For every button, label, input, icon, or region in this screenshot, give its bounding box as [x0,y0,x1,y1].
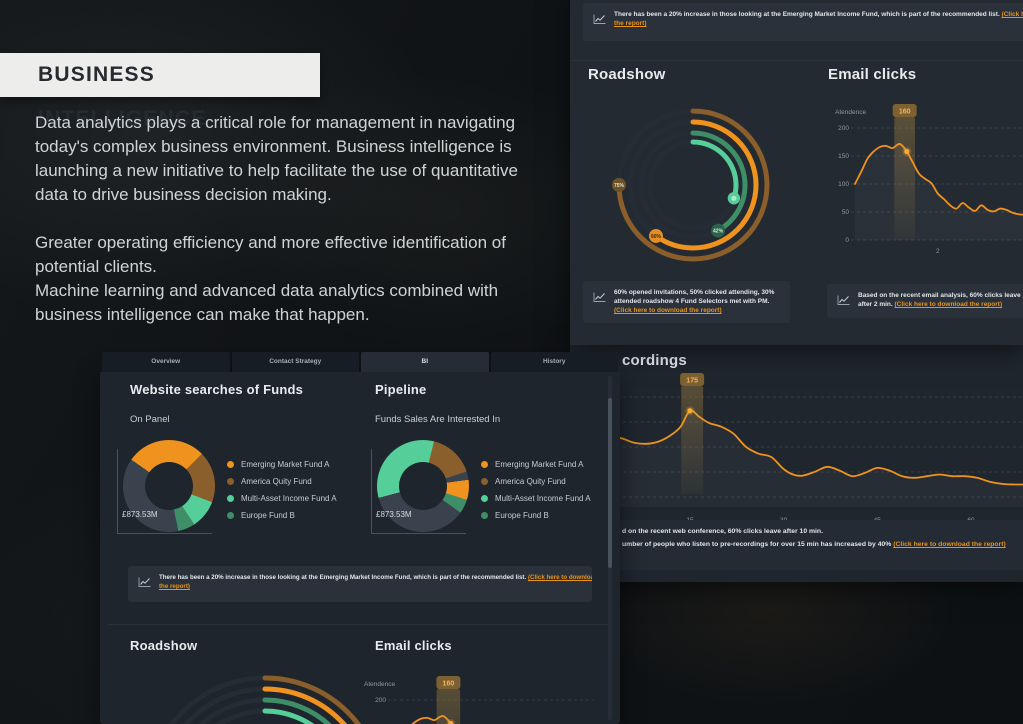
chart-icon [138,573,151,593]
website-donut-chart[interactable] [123,440,215,532]
svg-text:160: 160 [443,681,455,688]
bi-dashboard-panel: Overview Contact Strategy BI History Web… [100,352,620,724]
email-clicks-title: Email clicks [828,66,917,83]
svg-text:200: 200 [838,125,849,132]
bracket [117,449,212,534]
website-amount-label: £873.53M [122,510,158,519]
recordings-line-chart[interactable]: 17515304560 [575,372,1023,540]
legend-item[interactable]: Europe Fund B [227,507,337,524]
roadshow-note: 60% opened invitations, 50% clicked atte… [583,281,790,323]
svg-text:42%: 42% [713,228,724,234]
svg-text:150: 150 [838,153,849,160]
note-text: Based on the recent email analysis, 60% … [858,292,1021,299]
svg-text:60%: 60% [651,234,662,240]
roadshow-ring-chart-2[interactable]: 75%60%42% [105,635,425,724]
legend-dot [481,512,488,519]
tab-bi[interactable]: BI [361,352,489,372]
roadshow-ring-chart[interactable]: 75% 60% 42% [593,85,793,285]
tab-bar: Overview Contact Strategy BI History [102,352,618,372]
legend-dot [227,478,234,485]
note-text: There has been a 20% increase in those l… [614,11,1002,18]
legend-dot [227,512,234,519]
website-searches-subtitle: On Panel [130,414,170,425]
donut-hole [399,462,447,510]
svg-text:160: 160 [899,109,911,116]
legend-item[interactable]: Europe Fund B [481,507,591,524]
legend-item[interactable]: Emerging Market Fund A [227,456,337,473]
section-title: BUSINESS INTELLIGENCE [38,63,207,130]
legend-item[interactable]: Multi-Asset Income Fund A [227,490,337,507]
download-report-link[interactable]: (Click here to download the report) [894,301,1003,309]
recordings-note-line-2: umber of people who listen to pre-record… [622,541,1006,548]
intro-paragraph-2: Greater operating efficiency and more ef… [35,233,506,324]
chart-icon [593,288,606,308]
email-note: Based on the recent email analysis, 60% … [827,284,1023,318]
svg-text:2: 2 [936,248,940,255]
section-title-banner: BUSINESS INTELLIGENCE [0,53,320,130]
top-dashboard-panel: There has been a 20% increase in those l… [570,0,1023,345]
recordings-note-line-1: d on the recent web conference, 60% clic… [622,528,823,535]
svg-text:100: 100 [838,181,849,188]
email-clicks-title-2: Email clicks [375,638,452,653]
pipeline-amount-label: £873.53M [376,510,412,519]
svg-text:75%: 75% [614,183,625,189]
email-clicks-line-chart[interactable]: 160 200 150 100 50 0 Atendence 2 [833,100,1023,262]
legend-dot [481,478,488,485]
pipeline-subtitle: Funds Sales Are Interested In [375,414,501,425]
chart-icon [593,10,606,30]
roadshow-title: Roadshow [588,66,666,83]
scrollbar-thumb[interactable] [608,398,612,568]
download-report-link[interactable]: (Click here to download [527,574,592,581]
recordings-title: cordings [622,352,687,369]
roadshow-title-2: Roadshow [130,638,198,653]
chart-icon [837,291,850,311]
download-report-link[interactable]: (Click here to download the report) [893,541,1006,548]
svg-text:Atendence: Atendence [835,109,866,116]
svg-text:200: 200 [375,697,386,704]
legend-dot [227,461,234,468]
tab-contact-strategy[interactable]: Contact Strategy [231,352,359,372]
svg-text:50: 50 [842,209,850,216]
download-report-link[interactable]: (Click here to download [1001,11,1023,18]
intro-paragraph-1: Data analytics plays a critical role for… [35,113,518,204]
pipeline-donut-chart[interactable] [377,440,469,532]
legend-dot [227,495,234,502]
legend-dot [481,495,488,502]
svg-text:0: 0 [845,237,849,244]
download-report-link[interactable]: the report) [614,20,647,28]
insight-note: There has been a 20% increase in those l… [583,3,1023,41]
website-legend: Emerging Market Fund A America Quity Fun… [227,456,337,524]
bracket [371,449,466,534]
legend-item[interactable]: Multi-Asset Income Fund A [481,490,591,507]
donut-hole [145,462,193,510]
website-searches-title: Website searches of Funds [130,382,304,397]
pipeline-legend: Emerging Market Fund A America Quity Fun… [481,456,591,524]
tab-history[interactable]: History [490,352,618,372]
legend-dot [481,461,488,468]
svg-text:Atendence: Atendence [364,681,395,688]
svg-text:175: 175 [686,378,698,385]
download-report-link[interactable]: (Click here to download the report) [614,307,722,315]
pipeline-title: Pipeline [375,382,427,397]
note-text: 60% opened invitations, 50% clicked atte… [614,289,775,306]
note-text: There has been a 20% increase in those l… [159,574,528,581]
recordings-note [570,520,1023,570]
recordings-panel: cordings 17515304560 d on the recent web… [570,345,1023,582]
legend-item[interactable]: America Quity Fund [227,473,337,490]
insight-note: There has been a 20% increase in those l… [128,566,592,602]
download-report-link[interactable]: the report) [159,583,190,591]
tab-overview[interactable]: Overview [102,352,230,372]
legend-item[interactable]: Emerging Market Fund A [481,456,591,473]
legend-item[interactable]: America Quity Fund [481,473,591,490]
